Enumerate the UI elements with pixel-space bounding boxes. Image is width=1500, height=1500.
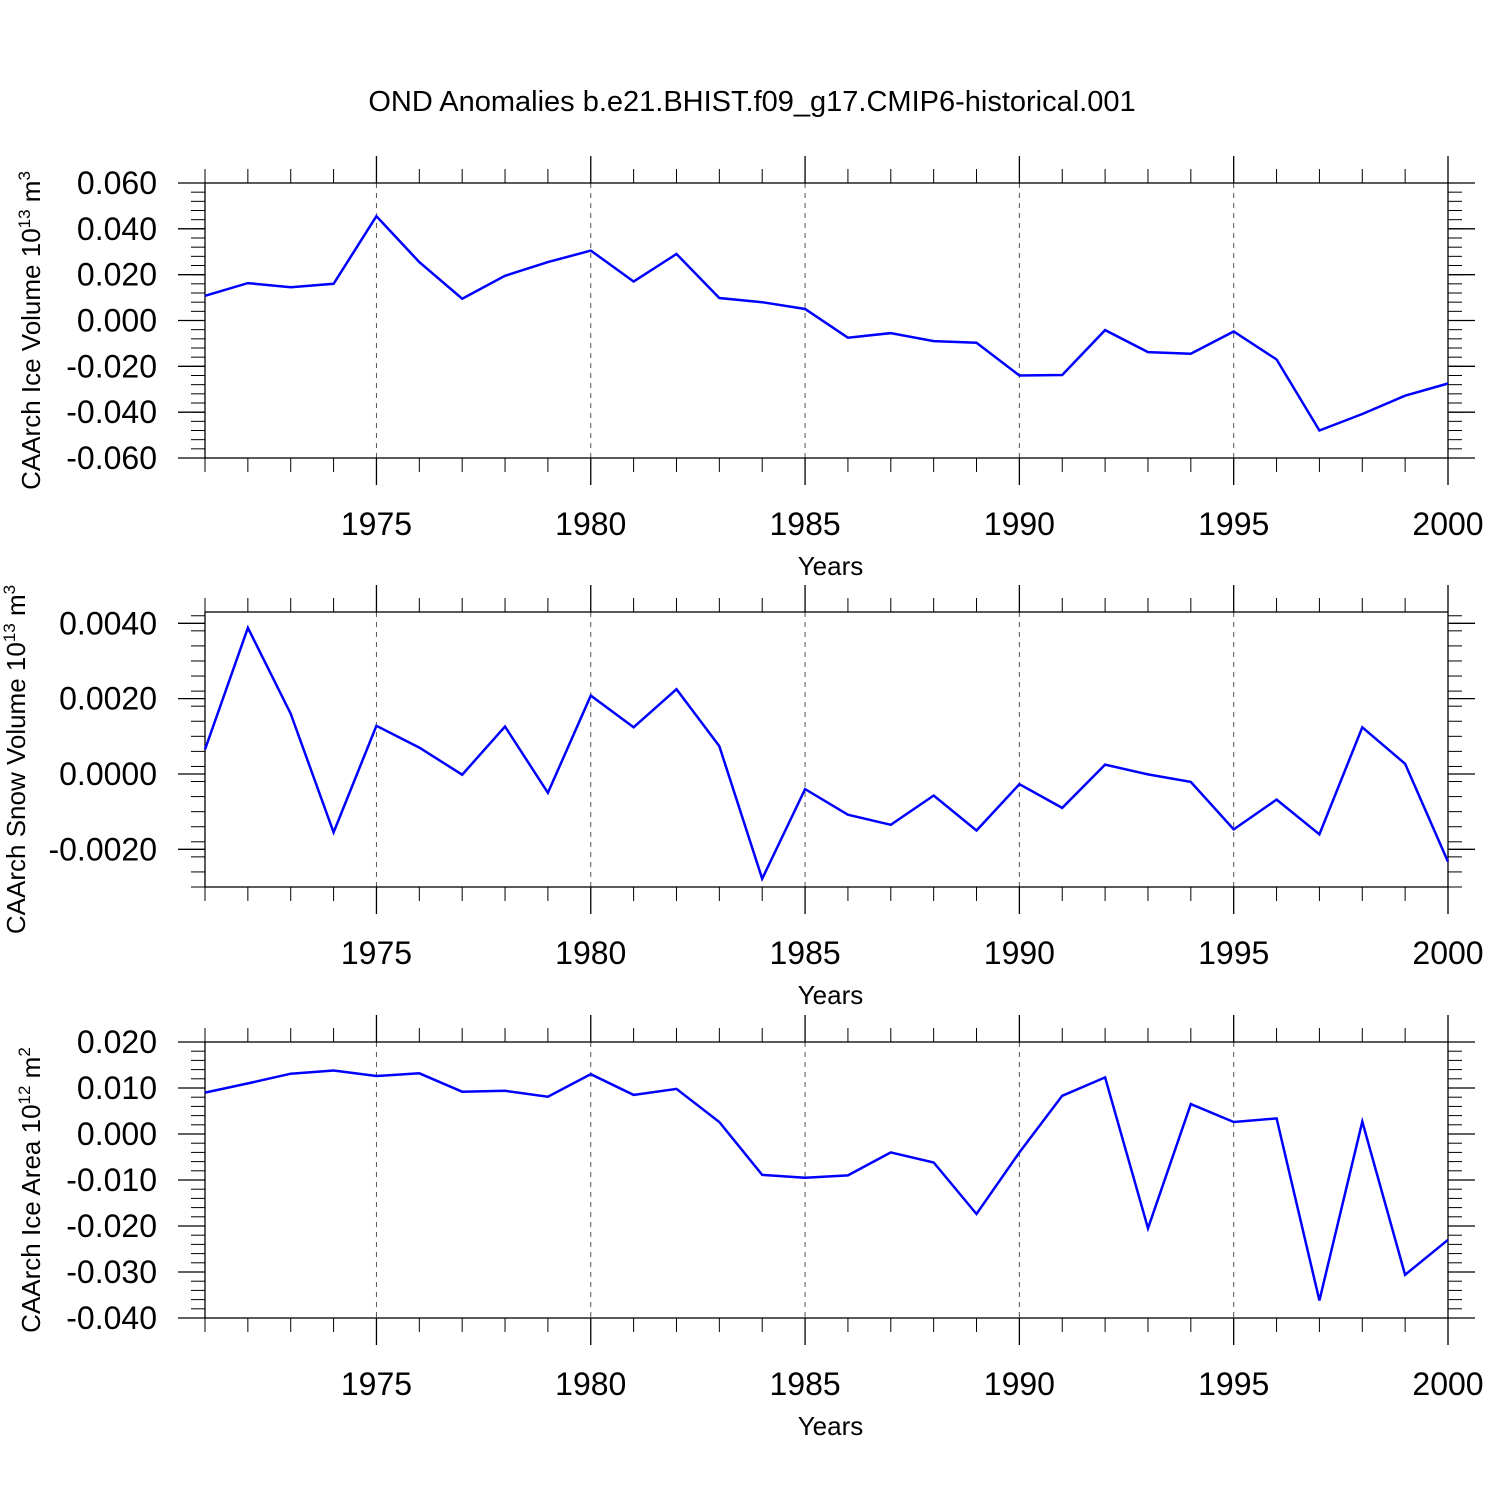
x-tick-label: 1990 bbox=[984, 1366, 1055, 1402]
x-tick-label: 1975 bbox=[341, 506, 412, 542]
x-tick-label: 2000 bbox=[1412, 935, 1483, 971]
y-label-base: CAArch Ice Volume 10 bbox=[16, 228, 46, 490]
x-axis-label: Years bbox=[798, 1411, 864, 1441]
x-axis-label: Years bbox=[798, 551, 864, 581]
series-line bbox=[203, 624, 1450, 883]
y-label-unit: m bbox=[16, 181, 46, 210]
x-tick-label: 2000 bbox=[1412, 1366, 1483, 1402]
y-label-unit: m bbox=[16, 1057, 46, 1086]
x-tick-label: 1990 bbox=[984, 935, 1055, 971]
y-tick-label: 0.010 bbox=[77, 1070, 157, 1106]
x-tick-label: 1995 bbox=[1198, 1366, 1269, 1402]
x-axis-label: Years bbox=[798, 980, 864, 1010]
panel-1: 1975 1980 1985 1990 1995 2000 0.060 0.040 0.020 0… bbox=[15, 156, 1484, 581]
x-tick-label: 1990 bbox=[984, 506, 1055, 542]
y-label-exponent: 12 bbox=[15, 1086, 34, 1105]
panel-2: 1975 1980 1985 1990 1995 2000 0.0040 0.0020 0.00… bbox=[0, 585, 1484, 1010]
x-tick-label: 1995 bbox=[1198, 506, 1269, 542]
y-tick-label: 0.040 bbox=[77, 211, 157, 247]
x-tick-label: 1995 bbox=[1198, 935, 1269, 971]
y-label-base: CAArch Ice Area 10 bbox=[16, 1104, 46, 1332]
x-tick-label: 1980 bbox=[555, 1366, 626, 1402]
y-tick-label: 0.000 bbox=[77, 303, 157, 339]
x-tick-label: 1985 bbox=[769, 1366, 840, 1402]
y-tick-label: -0.040 bbox=[66, 1300, 157, 1336]
y-axis-label: CAArch Ice Area 1012 m2 bbox=[15, 1047, 46, 1333]
x-tick-label: 1985 bbox=[769, 506, 840, 542]
x-tick-label: 1980 bbox=[555, 935, 626, 971]
y-label-unit-exponent: 3 bbox=[0, 585, 19, 594]
x-tick-label: 2000 bbox=[1412, 506, 1483, 542]
plot-frame bbox=[204, 1041, 1449, 1319]
y-tick-label: -0.010 bbox=[66, 1162, 157, 1198]
y-tick-label: -0.030 bbox=[66, 1254, 157, 1290]
y-tick-label: -0.020 bbox=[66, 1208, 157, 1244]
y-tick-label: 0.020 bbox=[77, 1024, 157, 1060]
x-tick-label: 1975 bbox=[341, 935, 412, 971]
y-tick-label: 0.000 bbox=[77, 1116, 157, 1152]
y-tick-label: 0.0020 bbox=[59, 681, 157, 717]
panel-3: 1975 1980 1985 1990 1995 2000 0.020 0.010 0.000 -… bbox=[15, 1015, 1484, 1441]
x-tick-label: 1985 bbox=[769, 935, 840, 971]
y-label-unit-exponent: 3 bbox=[15, 171, 34, 180]
plot-frame bbox=[204, 182, 1449, 459]
figure-title: OND Anomalies b.e21.BHIST.f09_g17.CMIP6-… bbox=[368, 86, 1135, 118]
y-label-base: CAArch Snow Volume 10 bbox=[1, 642, 31, 934]
x-tick-label: 1980 bbox=[555, 506, 626, 542]
y-label-unit-exponent: 2 bbox=[15, 1047, 34, 1056]
y-tick-label: -0.0020 bbox=[48, 831, 157, 867]
plot-frame bbox=[204, 611, 1449, 888]
y-tick-label: -0.040 bbox=[66, 394, 157, 430]
series-line bbox=[204, 1069, 1449, 1301]
x-tick-label: 1975 bbox=[341, 1366, 412, 1402]
y-tick-label: -0.060 bbox=[66, 440, 157, 476]
y-label-unit: m bbox=[1, 594, 31, 623]
y-tick-label: 0.0000 bbox=[59, 756, 157, 792]
y-axis-label: CAArch Snow Volume 1013 m3 bbox=[0, 585, 31, 934]
series-line bbox=[204, 214, 1449, 433]
y-tick-label: 0.0040 bbox=[59, 605, 157, 641]
y-label-exponent: 13 bbox=[15, 209, 34, 228]
y-tick-label: 0.020 bbox=[77, 257, 157, 293]
y-tick-label: 0.060 bbox=[77, 165, 157, 201]
y-tick-label: -0.020 bbox=[66, 348, 157, 384]
y-label-exponent: 13 bbox=[0, 623, 19, 642]
y-axis-label: CAArch Ice Volume 1013 m3 bbox=[15, 171, 46, 490]
